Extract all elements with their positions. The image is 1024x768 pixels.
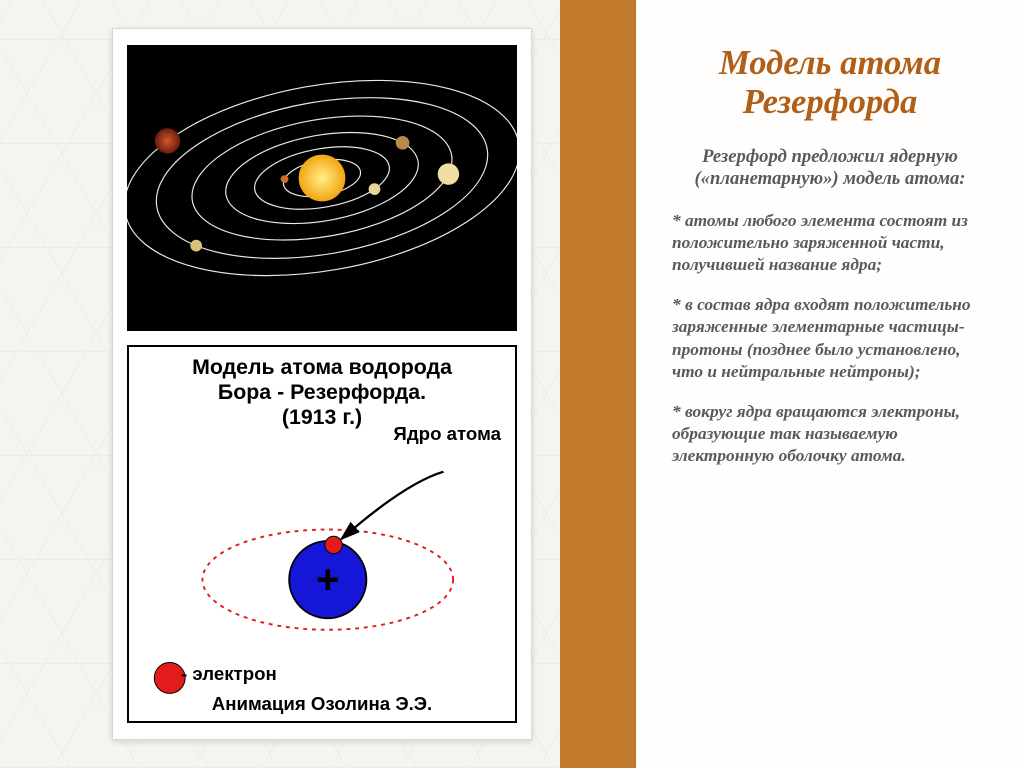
bullet-item: * вокруг ядра вращаются электроны, образ… [672,401,988,468]
solar-system-figure [127,45,517,331]
accent-frame [560,0,636,768]
right-text-panel: Модель атома Резерфорда Резерфорд предло… [636,0,1024,768]
hmodel-title-l2: Бора - Резерфорда. [218,380,426,404]
hmodel-title-l3: (1913 г.) [282,405,362,429]
solar-system-svg [127,45,517,331]
slide-title: Модель атома Резерфорда [672,44,988,122]
bullet-item: * атомы любого элемента состоят из полож… [672,210,988,277]
svg-text:+: + [316,556,340,602]
hmodel-title-l1: Модель атома водорода [192,355,452,379]
animation-credit: Анимация Озолина Э.Э. [129,693,515,715]
hydrogen-model-figure: Модель атома водорода Бора - Резерфорда.… [127,345,517,723]
intro-paragraph: Резерфорд предложил ядерную («планетарну… [672,146,988,190]
nucleus-label: Ядро атома [393,423,501,445]
hydrogen-model-title: Модель атома водорода Бора - Резерфорда.… [135,355,509,430]
bullet-item: * в состав ядра входят положительно заря… [672,294,988,383]
electron-label: - электрон [181,663,277,685]
bullet-list: * атомы любого элемента состоят из полож… [672,210,988,468]
left-card: Модель атома водорода Бора - Резерфорда.… [112,28,532,740]
